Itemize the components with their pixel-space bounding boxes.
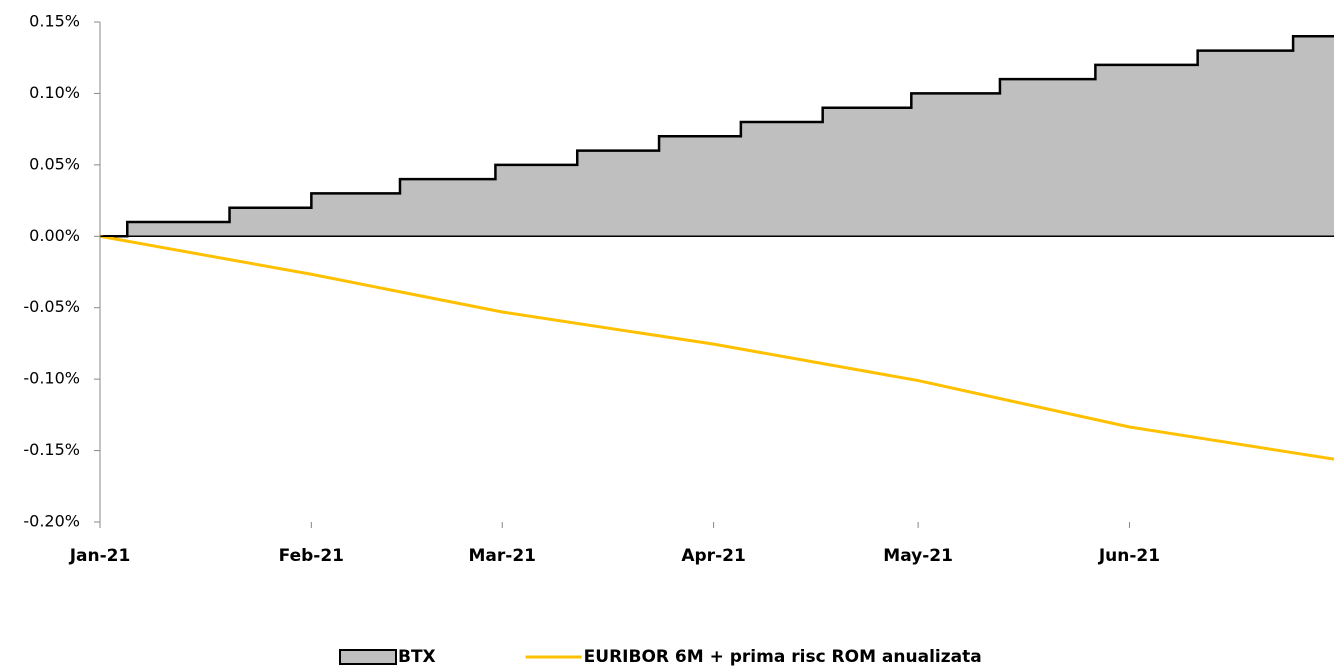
legend-item: EURIBOR 6M + prima risc ROM anualizata [525, 647, 982, 667]
area-edge [100, 35, 1334, 238]
line [99, 234, 1334, 461]
y-tick-label: 0.00% [29, 226, 80, 245]
x-tick-label: Feb-21 [279, 546, 344, 566]
y-tick-label: -0.10% [23, 369, 80, 388]
legend-item: BTX [339, 647, 436, 667]
y-tick-label: 0.15% [29, 12, 80, 31]
x-tick-label: Mar-21 [468, 546, 536, 566]
y-tick-label: -0.05% [23, 297, 80, 316]
x-tick-label: Jan-21 [69, 546, 131, 566]
x-tick-label: May-21 [883, 546, 953, 566]
y-tick-label: -0.20% [23, 512, 80, 531]
legend-label: EURIBOR 6M + prima risc ROM anualizata [584, 647, 982, 667]
y-tick-label: 0.05% [29, 154, 80, 173]
x-tick-label: Apr-21 [681, 546, 745, 566]
legend-label: BTX [398, 647, 436, 667]
y-tick-label: 0.10% [29, 83, 80, 102]
legend-swatch [339, 649, 397, 665]
x-tick-label: Jun-21 [1098, 546, 1160, 566]
y-tick-label: -0.15% [23, 440, 80, 459]
